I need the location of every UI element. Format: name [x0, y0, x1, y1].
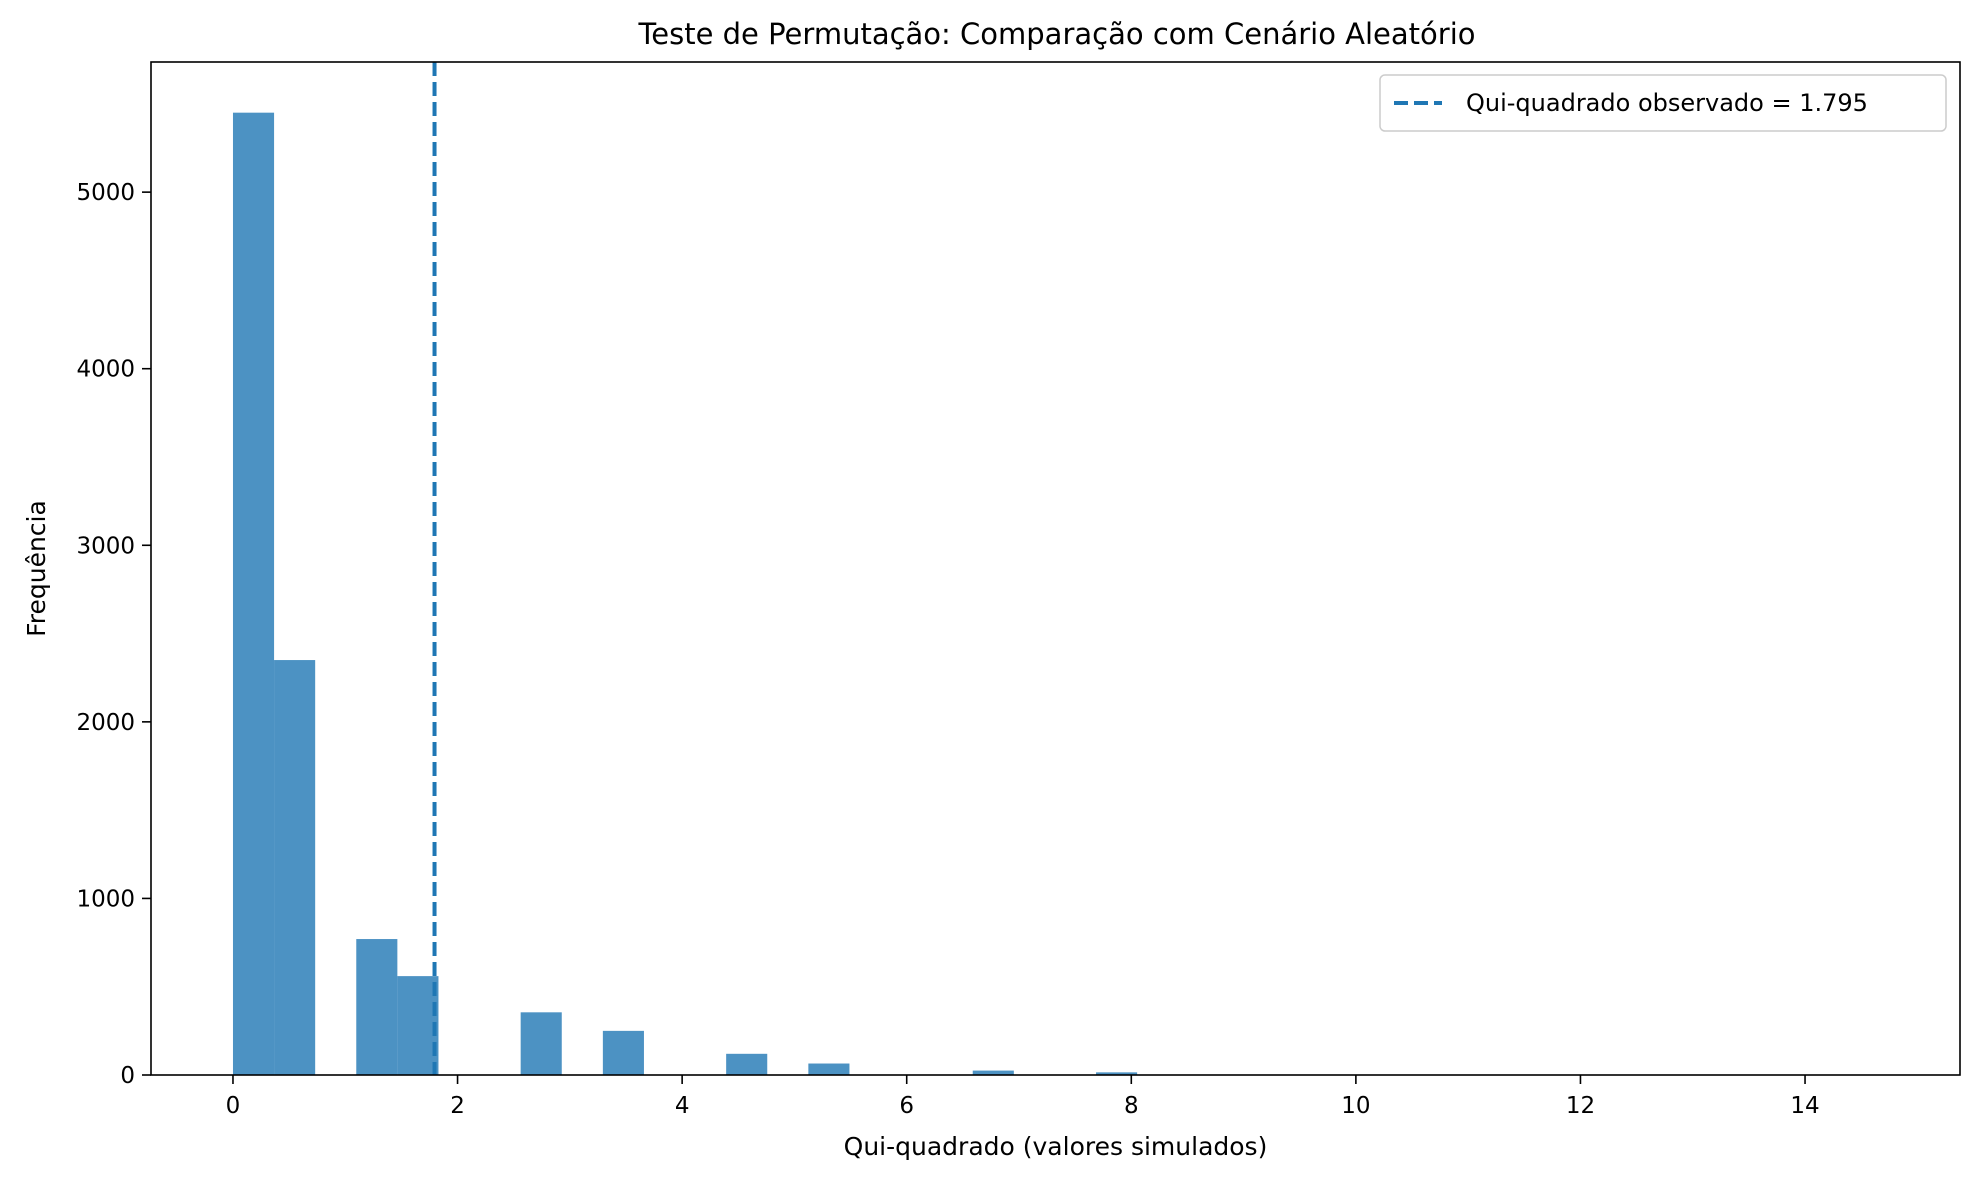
- legend-box: [1379, 74, 1947, 132]
- histogram-bar-5: [520, 1012, 562, 1075]
- histogram-bar-1: [274, 660, 316, 1075]
- histogram-bar-9: [972, 1070, 1014, 1075]
- x-tick-label-2: 4: [675, 1093, 690, 1119]
- histogram-bar-0: [232, 112, 275, 1075]
- y-axis-ticks: 0 1000 2000 3000 4000 5000: [76, 180, 151, 1089]
- legend: Qui-quadrado observado = 1.795: [1379, 74, 1947, 132]
- x-axis-label: Qui-quadrado (valores simulados): [844, 1132, 1268, 1161]
- histogram-bar-10: [1096, 1072, 1138, 1075]
- histogram-bar-4: [397, 976, 439, 1075]
- x-tick-label-1: 2: [450, 1093, 465, 1119]
- chart-title: Teste de Permutação: Comparação com Cená…: [637, 17, 1475, 51]
- histogram-bar-8: [808, 1063, 850, 1075]
- x-tick-label-0: 0: [226, 1093, 241, 1119]
- y-tick-label-3: 3000: [76, 533, 135, 559]
- y-tick-label-0: 0: [120, 1063, 135, 1089]
- x-tick-label-5: 10: [1341, 1093, 1370, 1119]
- y-axis-label: Frequência: [22, 500, 51, 637]
- histogram-bar-6: [602, 1030, 644, 1075]
- y-tick-label-5: 5000: [76, 180, 135, 206]
- axes-frame: [150, 61, 1961, 1076]
- histogram-bar-3: [356, 939, 398, 1075]
- x-tick-label-4: 8: [1124, 1093, 1139, 1119]
- y-tick-label-1: 1000: [76, 886, 135, 912]
- bars-group: [232, 112, 1138, 1075]
- x-tick-label-6: 12: [1566, 1093, 1595, 1119]
- x-tick-label-3: 6: [899, 1093, 914, 1119]
- x-axis-ticks: 0 2 4 6 8 10 12 14: [226, 1075, 1820, 1119]
- y-tick-label-4: 4000: [76, 357, 135, 383]
- y-tick-label-2: 2000: [76, 710, 135, 736]
- legend-label: Qui-quadrado observado = 1.795: [1466, 89, 1868, 117]
- histogram-bar-7: [726, 1053, 768, 1075]
- x-tick-label-7: 14: [1790, 1093, 1819, 1119]
